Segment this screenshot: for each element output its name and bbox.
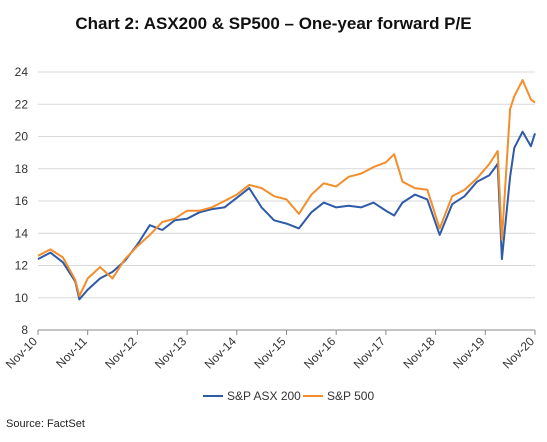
x-tick-label: Nov-14 (202, 334, 239, 371)
x-tick-label: Nov-19 (450, 334, 487, 371)
source-note: Source: FactSet (6, 418, 85, 430)
x-tick-label: Nov-10 (3, 334, 40, 371)
y-tick-label: 22 (15, 97, 29, 111)
y-tick-label: 24 (15, 65, 29, 79)
x-tick-label: Nov-15 (251, 334, 288, 371)
y-tick-label: 12 (15, 259, 29, 273)
y-tick-label: 8 (21, 323, 28, 337)
legend-label-asx200: S&P ASX 200 (227, 389, 301, 403)
x-tick-label: Nov-17 (351, 334, 388, 371)
legend-label-sp500: S&P 500 (327, 389, 374, 403)
y-tick-label: 10 (15, 291, 29, 305)
y-tick-label: 20 (15, 130, 29, 144)
y-tick-label: 18 (15, 162, 29, 176)
series-line-asx200 (37, 130, 536, 301)
x-tick-label: Nov-18 (400, 334, 437, 371)
x-tick-label: Nov-16 (301, 334, 338, 371)
x-tick-label: Nov-20 (500, 334, 537, 371)
chart-title: Chart 2: ASX200 & SP500 – One-year forwa… (75, 14, 472, 33)
y-tick-label: 16 (15, 194, 29, 208)
y-tick-label: 14 (15, 226, 29, 240)
x-tick-label: Nov-12 (102, 334, 139, 371)
series-line-sp500 (37, 79, 536, 298)
x-tick-label: Nov-13 (152, 334, 189, 371)
x-tick-label: Nov-11 (53, 334, 90, 371)
